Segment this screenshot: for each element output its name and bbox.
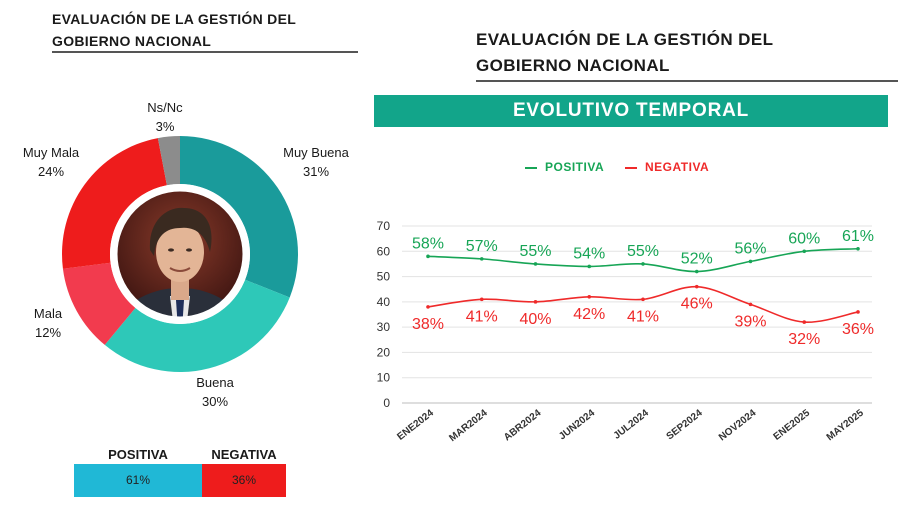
data-label-positiva: 60% <box>788 230 820 247</box>
legend-positiva-swatch <box>525 166 537 169</box>
data-point-positiva <box>479 257 484 261</box>
data-point-positiva <box>856 246 860 251</box>
data-label-negativa: 41% <box>627 308 659 325</box>
legend-positiva-label: POSITIVA <box>545 160 605 174</box>
data-label-negativa: 39% <box>734 313 766 330</box>
banner-evolutivo: EVOLUTIVO TEMPORAL <box>374 95 888 127</box>
donut-slices <box>62 136 298 372</box>
data-label-positiva: 55% <box>519 243 551 260</box>
data-point-negativa <box>479 297 484 302</box>
ytick-label: 0 <box>383 396 390 410</box>
label-muy-mala-name: Muy Mala <box>22 145 80 160</box>
ytick-label: 20 <box>377 345 391 359</box>
label-buena-value: 30% <box>201 394 229 409</box>
donut-slice-mala <box>62 262 136 345</box>
data-label-negativa: 41% <box>466 308 498 325</box>
data-label-positiva: 55% <box>627 243 659 260</box>
data-label-positiva: 57% <box>466 238 498 255</box>
label-muy-buena: Muy Buena 31% <box>266 143 366 181</box>
left-title: EVALUACIÓN DE LA GESTIÓN DEL GOBIERNO NA… <box>52 8 362 52</box>
xtick-label: MAY2025 <box>825 407 866 443</box>
left-title-line1: EVALUACIÓN DE LA GESTIÓN DEL <box>52 11 297 27</box>
data-label-negativa: 32% <box>788 331 820 348</box>
data-label-negativa: 46% <box>681 296 713 313</box>
label-muy-mala-value: 24% <box>37 164 65 179</box>
data-label-positiva: 56% <box>734 240 766 257</box>
xtick-label: ENE2025 <box>772 407 813 442</box>
right-title-line2: GOBIERNO NACIONAL <box>476 56 670 75</box>
data-point-negativa <box>856 310 860 314</box>
label-ns-nc: Ns/Nc 3% <box>130 98 200 136</box>
summary-positiva-value: 61% <box>74 464 202 497</box>
donut-slice-ns-nc <box>157 136 180 186</box>
data-point-negativa <box>533 300 538 304</box>
left-title-line2: GOBIERNO NACIONAL <box>52 33 212 49</box>
legend-positiva: POSITIVA <box>525 160 604 174</box>
xtick-label: JUL2024 <box>612 407 652 441</box>
label-mala-value: 12% <box>34 325 62 340</box>
data-point-positiva <box>641 262 645 266</box>
label-muy-buena-name: Muy Buena <box>283 145 349 160</box>
data-point-negativa <box>694 284 699 289</box>
label-buena: Buena 30% <box>180 373 250 411</box>
legend-negativa: NEGATIVA <box>625 160 709 174</box>
xtick-label: SEP2024 <box>665 407 705 442</box>
left-divider <box>52 51 358 53</box>
summary-negativa-value: 36% <box>202 464 286 497</box>
donut-slice-muy-mala <box>62 138 167 269</box>
data-point-negativa <box>426 305 430 309</box>
data-point-negativa <box>587 295 592 299</box>
data-point-negativa <box>748 302 753 307</box>
data-point-positiva <box>748 259 753 264</box>
label-muy-buena-value: 31% <box>302 164 330 179</box>
data-point-positiva <box>426 254 430 259</box>
data-point-positiva <box>587 264 592 269</box>
legend-negativa-label: NEGATIVA <box>645 160 710 174</box>
label-mala-name: Mala <box>33 306 63 321</box>
data-label-positiva: 54% <box>573 245 605 262</box>
summary-positiva-label: POSITIVA <box>108 447 168 462</box>
data-label-negativa: 36% <box>842 321 874 338</box>
right-title: EVALUACIÓN DE LA GESTIÓN DEL GOBIERNO NA… <box>476 27 876 79</box>
right-title-line1: EVALUACIÓN DE LA GESTIÓN DEL <box>476 30 774 49</box>
label-ns-nc-name: Ns/Nc <box>147 100 183 115</box>
xtick-label: ABR2024 <box>502 407 544 443</box>
data-label-negativa: 40% <box>519 311 551 328</box>
ytick-label: 30 <box>377 320 391 334</box>
ytick-label: 70 <box>377 219 391 233</box>
data-label-positiva: 52% <box>681 251 713 268</box>
data-label-negativa: 38% <box>412 316 444 333</box>
label-buena-name: Buena <box>196 375 234 390</box>
data-point-negativa <box>802 320 807 324</box>
data-label-positiva: 61% <box>842 228 874 245</box>
donut-slice-buena <box>104 279 290 372</box>
data-point-positiva <box>694 269 699 274</box>
xtick-label: JUN2024 <box>557 407 597 442</box>
data-point-positiva <box>533 262 538 266</box>
portrait <box>114 188 246 320</box>
ytick-label: 50 <box>377 270 391 284</box>
ytick-label: 60 <box>377 244 391 258</box>
legend-negativa-swatch <box>625 166 637 169</box>
right-divider <box>476 80 898 82</box>
ytick-label: 10 <box>377 371 391 385</box>
ytick-label: 40 <box>377 295 391 309</box>
xtick-label: ENE2024 <box>395 407 436 442</box>
label-mala: Mala 12% <box>18 304 78 342</box>
summary-negativa-label: NEGATIVA <box>211 447 277 462</box>
donut-slice-muy-buena <box>180 136 298 298</box>
data-point-positiva <box>802 249 807 254</box>
data-label-positiva: 58% <box>412 235 444 252</box>
xtick-label: NOV2024 <box>717 407 759 443</box>
label-ns-nc-value: 3% <box>155 119 175 134</box>
label-muy-mala: Muy Mala 24% <box>6 143 96 181</box>
data-label-negativa: 42% <box>573 306 605 323</box>
data-point-negativa <box>641 297 645 302</box>
xtick-label: MAR2024 <box>447 407 490 444</box>
